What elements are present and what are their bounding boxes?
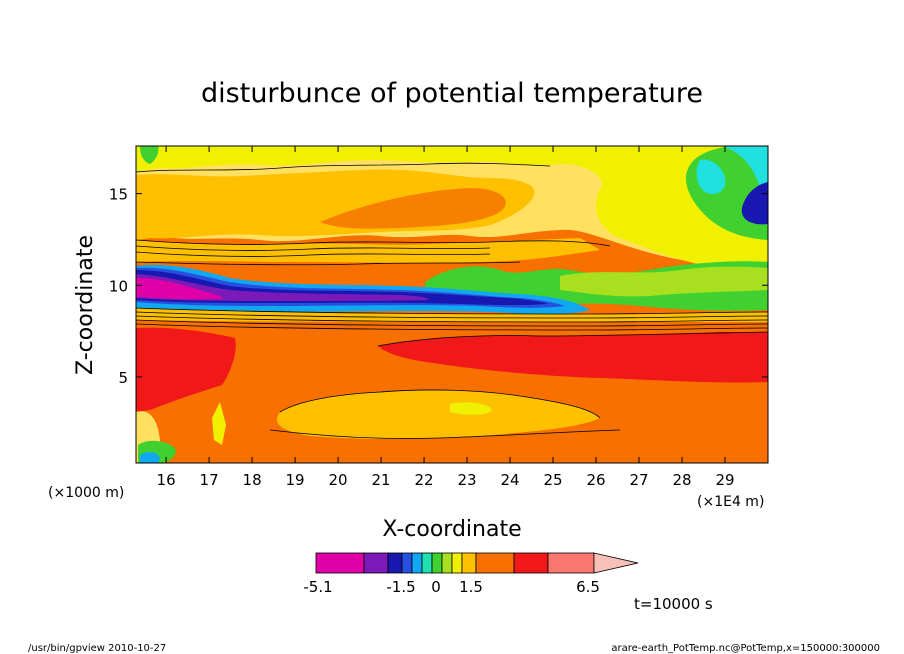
contour-yellow-spike [212, 402, 226, 445]
colorbar-cell [461, 552, 477, 574]
footer-right: arare-earth_PotTemp.nc@PotTemp,x=150000:… [611, 643, 880, 654]
x-tick-label: 16 [157, 471, 176, 489]
contour-cyan-bottom-left [140, 452, 160, 463]
y-tick-label: 15 [109, 186, 128, 204]
contour-green-top-left [140, 146, 159, 164]
x-unit-right: (×1E4 m) [697, 494, 764, 510]
x-tick-label: 28 [672, 471, 691, 489]
colorbar-cell [475, 552, 515, 574]
time-label: t=10000 s [634, 595, 713, 613]
contour-blue-top-right [741, 182, 768, 225]
x-tick-label: 22 [415, 471, 434, 489]
x-tick-label: 19 [286, 471, 305, 489]
chart-title: disturbunce of potential temperature [201, 78, 703, 109]
x-axis: 16 17 18 19 20 21 22 23 24 25 26 27 28 29 [157, 146, 735, 489]
x-tick-label: 20 [329, 471, 348, 489]
x-tick-label: 18 [243, 471, 262, 489]
contour-magenta-layer [136, 278, 223, 300]
colorbar-cell [411, 552, 423, 574]
colorbar-cell [421, 552, 433, 574]
colorbar-cell [441, 552, 453, 574]
colorbar-cell [431, 552, 443, 574]
colorbar-cell [451, 552, 463, 574]
x-unit-left: (×1000 m) [48, 485, 124, 501]
contour-orange-upper-band [320, 188, 506, 229]
contour-yellow-lower-band [136, 308, 768, 322]
contour-lines [136, 162, 768, 439]
y-axis-label: Z-coordinate [73, 235, 98, 375]
plot-area [136, 146, 768, 463]
colorbar-cell [315, 552, 365, 574]
colorbar-cell [387, 552, 403, 574]
colorbar-label: 0 [431, 578, 441, 596]
colorbar-cell [401, 552, 413, 574]
x-tick-label: 26 [586, 471, 605, 489]
colorbar [315, 552, 639, 574]
x-tick-label: 27 [629, 471, 648, 489]
x-tick-label: 17 [200, 471, 219, 489]
contour-cyan-top-right [696, 146, 768, 200]
x-axis-label: X-coordinate [382, 517, 521, 542]
colorbar-cell [363, 552, 389, 574]
contour-light-orange-lower [276, 389, 600, 439]
x-tick-label: 24 [500, 471, 519, 489]
colorbar-arrow [593, 552, 639, 574]
y-axis: 5 10 15 [109, 186, 768, 387]
colorbar-label: 6.5 [576, 578, 600, 596]
x-tick-label: 23 [458, 471, 477, 489]
x-tick-label: 25 [543, 471, 562, 489]
x-tick-label: 29 [715, 471, 734, 489]
colorbar-label: -1.5 [386, 578, 415, 596]
colorbar-label: -5.1 [303, 578, 332, 596]
contour-red-left [136, 327, 236, 412]
contour-top-yellow [136, 146, 768, 277]
footer-left: /usr/bin/gpview 2010-10-27 [28, 643, 166, 654]
colorbar-cell [513, 552, 549, 574]
colorbar-label: 1.5 [459, 578, 483, 596]
colorbar-cell [547, 552, 595, 574]
contour-yellowgreen-band [560, 266, 768, 297]
y-tick-label: 5 [118, 369, 128, 387]
contour-red-right-band [378, 332, 768, 383]
contour-yellow-lower [450, 402, 492, 415]
colorbar-labels: -5.1 -1.5 0 1.5 6.5 [303, 578, 600, 596]
y-tick-label: 10 [109, 277, 128, 295]
plot-frame [135, 145, 769, 464]
x-tick-label: 21 [372, 471, 391, 489]
